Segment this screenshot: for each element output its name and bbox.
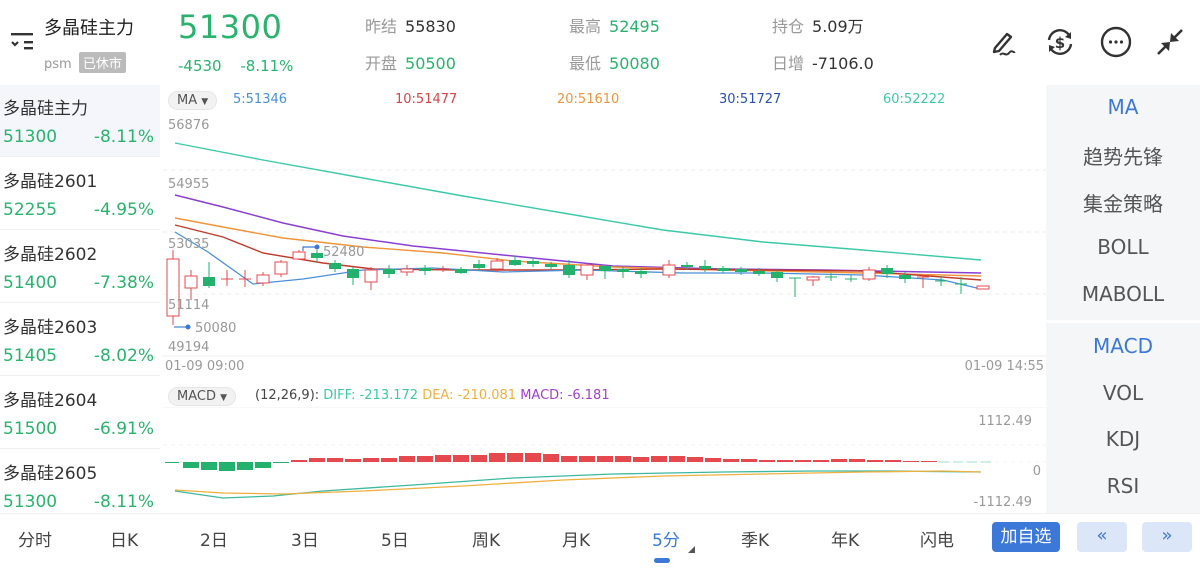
stat-daily-increase: 日增 -7106.0: [772, 54, 874, 73]
stat-low: 最低 50080: [569, 54, 660, 73]
more-icon[interactable]: [1098, 24, 1134, 60]
sidebar-item-2601[interactable]: 多晶硅2601 52255 -4.95%: [0, 158, 160, 230]
y-axis-label-1: 56876: [168, 118, 210, 133]
indicator-boll[interactable]: BOLL: [1097, 235, 1149, 259]
y-axis-label-3: 53035: [168, 237, 210, 252]
tab-flash[interactable]: 闪电: [920, 531, 954, 551]
indicator-macd[interactable]: MACD: [1093, 334, 1153, 358]
contract-code: psm: [44, 57, 72, 72]
dropdown-caret-icon: ▼: [201, 97, 209, 107]
low-marker-label: 50080: [195, 321, 237, 336]
macd-legend: (12,26,9): DIFF: -213.172 DEA: -210.081 …: [255, 388, 610, 403]
y-axis-label-4: 51114: [168, 298, 210, 313]
macd-y-zero: 0: [1032, 464, 1041, 479]
indicator-trend-pioneer[interactable]: 趋势先锋: [1083, 145, 1163, 169]
y-axis-label-5: 49194: [168, 340, 210, 355]
tab-yearly-k[interactable]: 年K: [831, 531, 860, 551]
indicator-panel: MA 趋势先锋 集金策略 BOLL MABOLL MACD VOL KDJ RS…: [1046, 85, 1200, 513]
ma5-value: 5:51346: [233, 92, 288, 107]
sidebar-item-2603[interactable]: 多晶硅2603 51405 -8.02%: [0, 304, 160, 376]
contract-list-menu-icon[interactable]: [10, 30, 36, 54]
double-chevron-right-icon: »: [1161, 525, 1173, 546]
x-axis-end: 01-09 14:55: [964, 359, 1044, 374]
ma10-value: 10:51477: [395, 92, 458, 107]
sidebar-item-2602[interactable]: 多晶硅2602 51400 -7.38%: [0, 231, 160, 303]
ma20-value: 20:51610: [557, 92, 620, 107]
contract-title: 多晶硅主力: [44, 18, 134, 39]
high-marker-label: 52480: [323, 245, 365, 260]
last-price: 51300: [178, 8, 283, 46]
draw-icon[interactable]: [986, 24, 1022, 60]
chart-area: MA ▼ 5:51346 10:51477 20:51610 30:51727 …: [163, 85, 1046, 513]
sidebar-item-2604[interactable]: 多晶硅2604 51500 -6.91%: [0, 377, 160, 449]
tab-5day[interactable]: 5日: [381, 531, 409, 551]
add-watchlist-button[interactable]: 加自选: [992, 522, 1060, 552]
active-tab-indicator: [654, 558, 670, 563]
macd-y-min: -1112.49: [973, 495, 1032, 510]
svg-text:$: $: [1055, 34, 1065, 52]
ma30-value: 30:51727: [719, 92, 782, 107]
dropdown-caret-icon: ▼: [220, 393, 228, 403]
double-chevron-left-icon: «: [1096, 525, 1108, 546]
y-axis-label-2: 54955: [168, 177, 210, 192]
ma60-value: 60:52222: [883, 92, 946, 107]
ma-selector[interactable]: MA ▼: [168, 89, 218, 110]
tab-quarterly-k[interactable]: 季K: [741, 531, 770, 551]
indicator-vol[interactable]: VOL: [1102, 381, 1144, 405]
indicator-divider: [1046, 320, 1200, 323]
tab-5min[interactable]: 5分: [652, 531, 680, 551]
tab-3day[interactable]: 3日: [291, 531, 319, 551]
indicator-kdj[interactable]: KDJ: [1105, 427, 1141, 451]
contract-sidebar: 多晶硅主力 51300 -8.11% 多晶硅2601 52255 -4.95% …: [0, 85, 163, 513]
indicator-fund-strategy[interactable]: 集金策略: [1083, 192, 1163, 216]
change-percent: -8.11%: [240, 57, 294, 75]
indicator-rsi[interactable]: RSI: [1106, 474, 1140, 498]
sidebar-item-2605[interactable]: 多晶硅2605 51300 -8.11%: [3, 464, 154, 512]
stat-open-interest: 持仓 5.09万: [772, 17, 864, 36]
indicator-ma[interactable]: MA: [1107, 95, 1139, 119]
stat-open: 开盘 50500: [365, 54, 456, 73]
contract-subtitle: psm 已休市: [44, 52, 126, 73]
tab-2day[interactable]: 2日: [200, 531, 228, 551]
tab-daily-k[interactable]: 日K: [110, 531, 139, 551]
macd-chart[interactable]: [163, 407, 1046, 513]
change-value: -4530: [178, 57, 222, 75]
x-axis-start: 01-09 09:00: [165, 359, 245, 374]
macd-y-max: 1112.49: [978, 414, 1032, 429]
tab-monthly-k[interactable]: 月K: [562, 531, 591, 551]
tab-intraday[interactable]: 分时: [18, 531, 52, 551]
macd-selector[interactable]: MACD ▼: [168, 385, 237, 406]
market-closed-badge: 已休市: [78, 52, 126, 73]
price-change: -4530 -8.11%: [178, 57, 307, 75]
sidebar-item-main[interactable]: 多晶硅主力 51300 -8.11%: [0, 85, 160, 157]
stat-prev-settle: 昨结 55830: [365, 17, 456, 36]
period-tab-bar: 分时 日K 2日 3日 5日 周K 月K 5分 季K 年K 闪电 加自选 « »: [0, 513, 1200, 573]
currency-exchange-icon[interactable]: $: [1042, 24, 1078, 60]
candlestick-chart[interactable]: [163, 110, 1046, 380]
tab-options-corner-icon[interactable]: [688, 546, 695, 553]
collapse-icon[interactable]: [1152, 24, 1188, 60]
prev-button[interactable]: «: [1077, 522, 1127, 552]
tab-weekly-k[interactable]: 周K: [472, 531, 501, 551]
indicator-maboll[interactable]: MABOLL: [1081, 282, 1165, 306]
quote-header: 多晶硅主力 psm 已休市 51300 -4530 -8.11% 昨结 55830…: [0, 0, 1200, 85]
stat-high: 最高 52495: [569, 17, 660, 36]
next-button[interactable]: »: [1142, 522, 1192, 552]
